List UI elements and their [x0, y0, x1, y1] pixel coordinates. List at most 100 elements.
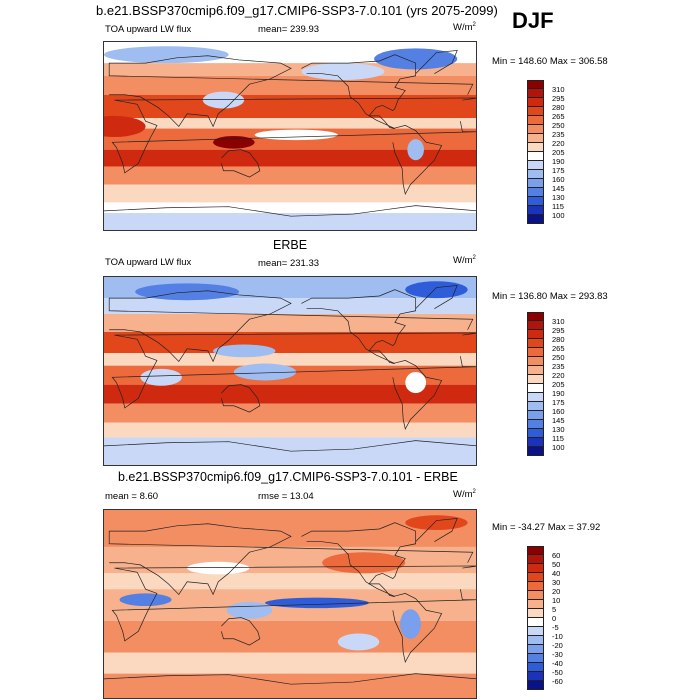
- panel2-map: [103, 276, 477, 466]
- field-anomaly: [374, 48, 458, 70]
- colorbar-swatch: [527, 555, 544, 564]
- colorbar-swatch: [527, 116, 544, 125]
- field-anomaly: [405, 515, 468, 531]
- colorbar-swatch: [527, 546, 544, 555]
- field-anomaly: [322, 552, 406, 574]
- coastline: [415, 285, 458, 309]
- colorbar-swatch: [527, 357, 544, 366]
- colorbar-tick-label: -50: [552, 668, 563, 677]
- field-band: [104, 652, 476, 674]
- field-anomaly: [265, 597, 369, 609]
- colorbar-tick-label: 30: [552, 578, 561, 587]
- colorbar-tick-label: 190: [552, 157, 565, 166]
- colorbar-tick-label: 220: [552, 139, 565, 148]
- colorbar-tick-label: 280: [552, 335, 565, 344]
- field-anomaly: [119, 593, 172, 607]
- colorbar-tick-label: 265: [552, 112, 565, 121]
- panel1-colorbar: [527, 80, 544, 224]
- colorbar-tick-label: -40: [552, 659, 563, 668]
- field-anomaly: [187, 561, 250, 575]
- colorbar-tick-label: 10: [552, 596, 561, 605]
- colorbar-swatch: [527, 393, 544, 402]
- colorbar-swatch: [527, 447, 544, 456]
- colorbar-tick-label: 220: [552, 371, 565, 380]
- field-band: [104, 403, 476, 423]
- colorbar-tick-label: -30: [552, 650, 563, 659]
- panel3-map: [103, 509, 477, 699]
- colorbar-swatch: [527, 80, 544, 89]
- colorbar-swatch: [527, 384, 544, 393]
- colorbar-tick-label: 310: [552, 85, 565, 94]
- field-band: [104, 118, 476, 129]
- colorbar-tick-label: 115: [552, 202, 564, 211]
- coastline: [301, 522, 417, 597]
- colorbar-swatch: [527, 438, 544, 447]
- colorbar-swatch: [527, 411, 544, 420]
- coastline: [108, 523, 474, 596]
- colorbar-tick-label: 60: [552, 551, 561, 560]
- field-band: [104, 313, 476, 332]
- field-anomaly: [405, 372, 427, 394]
- colorbar-swatch: [527, 618, 544, 627]
- colorbar-swatch: [527, 375, 544, 384]
- field-band: [104, 620, 476, 653]
- colorbar-swatch: [527, 663, 544, 672]
- colorbar-tick-label: 115: [552, 434, 564, 443]
- colorbar-swatch: [527, 152, 544, 161]
- coastline: [104, 440, 476, 452]
- colorbar-tick-label: 145: [552, 416, 565, 425]
- panel1-minmax: Min = 148.60 Max = 306.58: [492, 56, 608, 67]
- colorbar-swatch: [527, 206, 544, 215]
- field-anomaly: [226, 601, 273, 619]
- field-anomaly: [135, 283, 240, 301]
- coastline: [415, 518, 458, 542]
- colorbar-tick-label: 5: [552, 605, 557, 614]
- colorbar-tick-label: -10: [552, 632, 563, 641]
- panel3-colorbar-ticks: 60 50 40 30 20 10 5 0 -5 -10 -20 -30 -40 -50 -60: [552, 546, 563, 686]
- colorbar-tick-label: 160: [552, 407, 565, 416]
- colorbar-swatch: [527, 600, 544, 609]
- colorbar-tick-label: -60: [552, 677, 563, 686]
- colorbar-tick-label: 310: [552, 317, 565, 326]
- colorbar-tick-label: 205: [552, 380, 565, 389]
- colorbar-tick-label: 235: [552, 362, 565, 371]
- panel3-colorbar: [527, 546, 544, 690]
- field-band: [104, 213, 476, 230]
- panel3-minmax: Min = -34.27 Max = 37.92: [492, 522, 601, 533]
- colorbar-swatch: [527, 89, 544, 98]
- colorbar-tick-label: 160: [552, 175, 565, 184]
- coastline: [392, 125, 443, 195]
- panel1-variable-label: TOA upward LW flux: [105, 24, 192, 35]
- panel2-units: W/m2: [453, 255, 476, 267]
- panel1-colorbar-ticks: 310 295 280 265 250 235 220 205 190 175 160 145 130 1…: [552, 80, 565, 220]
- panel2-title: ERBE: [273, 238, 308, 252]
- colorbar-swatch: [527, 330, 544, 339]
- coastline: [108, 55, 474, 128]
- coastline: [392, 593, 443, 663]
- field-band: [104, 202, 476, 213]
- panel3-units: W/m2: [453, 489, 476, 501]
- coastline: [104, 673, 476, 685]
- field-band: [104, 422, 476, 438]
- season-label: DJF: [512, 8, 554, 33]
- field-band: [104, 298, 476, 314]
- field-band: [104, 331, 476, 353]
- colorbar-tick-label: -20: [552, 641, 563, 650]
- field-anomaly: [254, 129, 338, 141]
- field-anomaly: [104, 115, 146, 137]
- colorbar-tick-label: 265: [552, 344, 565, 353]
- colorbar-swatch: [527, 321, 544, 330]
- field-band: [104, 149, 476, 167]
- field-anomaly: [233, 363, 297, 381]
- colorbar-swatch: [527, 188, 544, 197]
- field-anomaly: [407, 139, 424, 161]
- colorbar-tick-label: 0: [552, 614, 557, 623]
- field-anomaly: [337, 633, 380, 651]
- field-band: [104, 184, 476, 203]
- colorbar-swatch: [527, 582, 544, 591]
- coastline: [221, 149, 261, 178]
- colorbar-swatch: [527, 654, 544, 663]
- field-band: [104, 673, 476, 698]
- colorbar-tick-label: 100: [552, 211, 565, 220]
- colorbar-swatch: [527, 402, 544, 411]
